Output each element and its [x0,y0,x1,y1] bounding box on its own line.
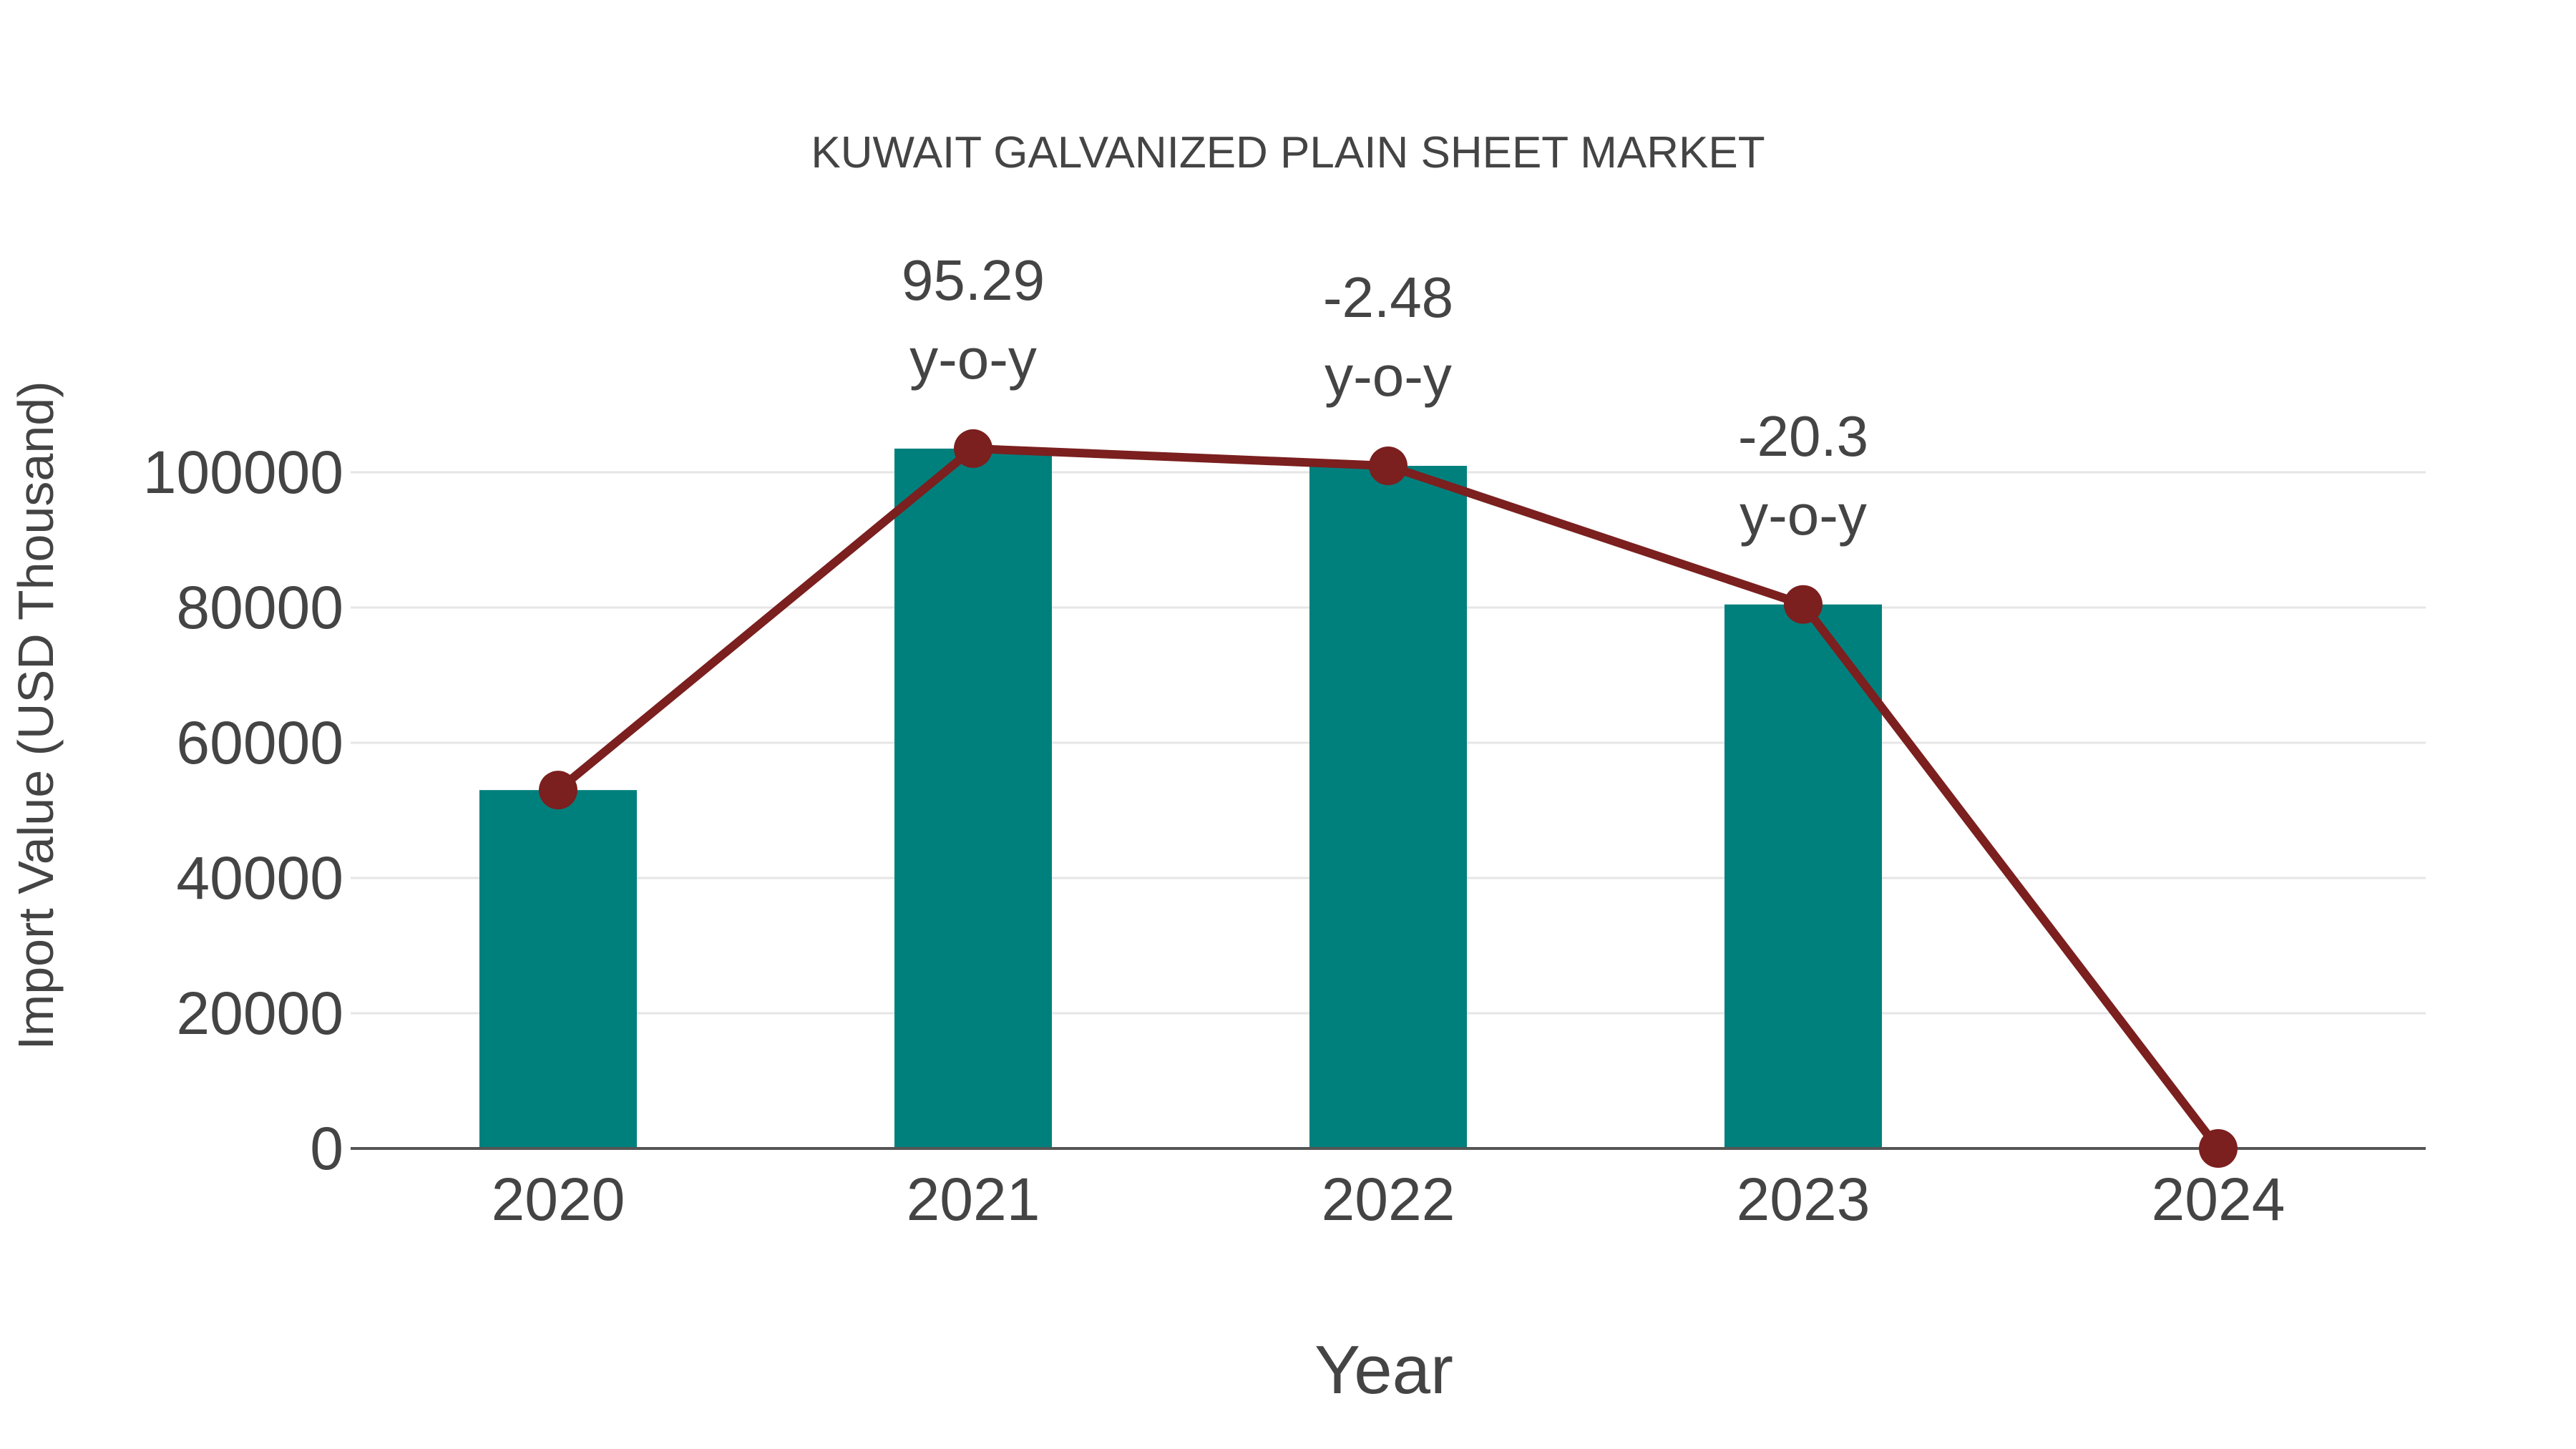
x-tick-label: 2022 [1321,1166,1455,1233]
y-tick-label: 100000 [142,439,343,506]
data-point-2021 [954,429,992,468]
yoy-annotation: -2.48 y-o-y [1322,265,1454,409]
data-point-2024 [2199,1129,2238,1168]
y-tick-label: 60000 [176,709,343,776]
bar-2020 [479,790,637,1148]
yoy-annotation: 95.29 y-o-y [901,248,1045,391]
chart-title: KUWAIT GALVANIZED PLAIN SHEET MARKET [811,128,1765,177]
y-tick-label: 20000 [176,980,343,1047]
data-point-2023 [1784,585,1823,624]
x-tick-label: 2020 [491,1166,625,1233]
bar-2021 [894,448,1052,1148]
data-point-2022 [1369,447,1407,486]
y-tick-label: 0 [310,1115,343,1182]
x-axis-label: Year [1314,1332,1453,1408]
data-point-2020 [539,771,577,810]
x-tick-label: 2021 [906,1166,1040,1233]
y-tick-label: 80000 [176,574,343,641]
y-tick-label: 40000 [176,844,343,912]
yoy-annotation: -20.3 y-o-y [1737,404,1869,547]
x-tick-label: 2024 [2151,1166,2285,1233]
x-tick-label: 2023 [1736,1166,1870,1233]
bar-2022 [1309,466,1467,1148]
bar-2023 [1724,604,1882,1148]
